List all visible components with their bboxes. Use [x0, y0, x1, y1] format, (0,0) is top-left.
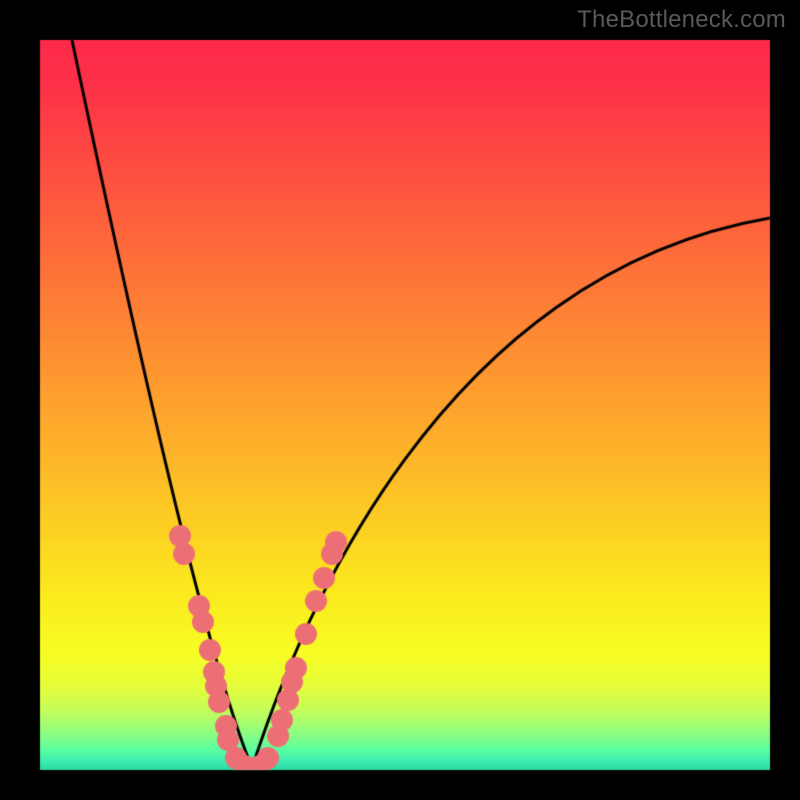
- watermark-text: TheBottleneck.com: [577, 6, 786, 34]
- chart-root: TheBottleneck.com: [0, 0, 800, 800]
- bottleneck-curve: [0, 0, 800, 800]
